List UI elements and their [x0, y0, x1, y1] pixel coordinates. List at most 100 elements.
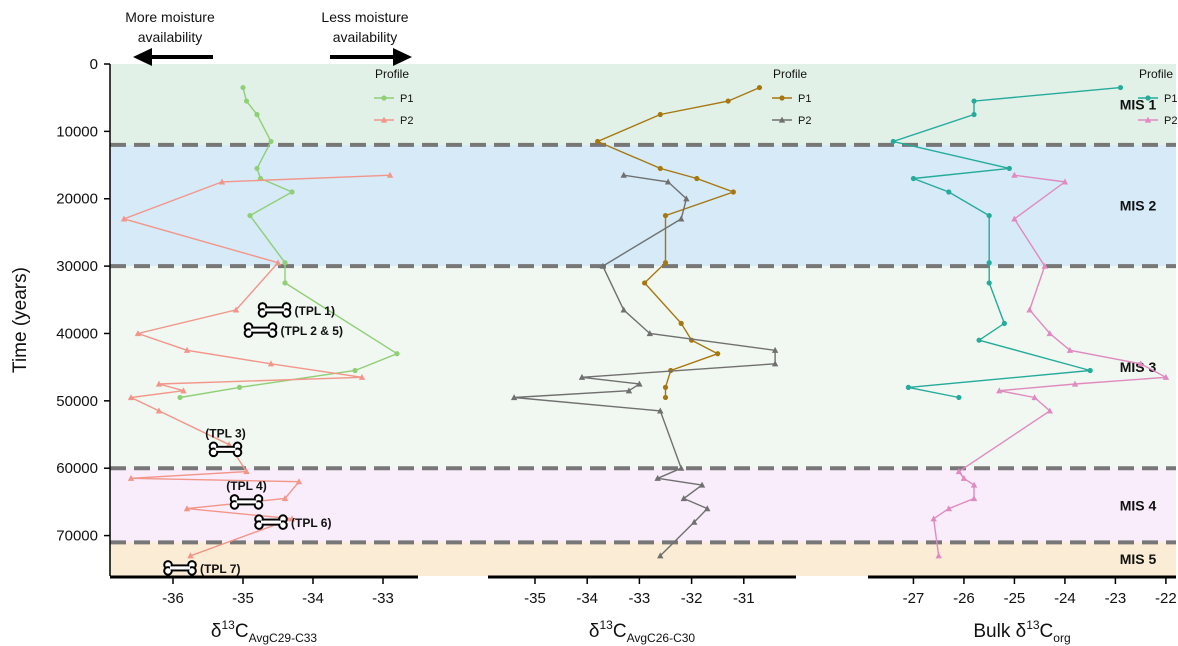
bone-icon — [254, 514, 288, 530]
data-point — [986, 280, 992, 286]
data-point — [386, 171, 394, 178]
mis-band — [110, 542, 1176, 576]
x-tick-label: -22 — [1155, 590, 1177, 607]
data-point — [905, 384, 911, 390]
data-point — [1117, 84, 1124, 91]
data-point — [1011, 171, 1018, 178]
data-point — [960, 474, 968, 481]
data-point — [599, 262, 607, 269]
data-point — [289, 189, 295, 195]
data-point — [704, 505, 711, 512]
data-point — [662, 384, 669, 390]
data-point — [625, 387, 633, 394]
data-point — [578, 373, 586, 380]
axes-layer: 0 10000 20000 30000 40000 50000 60000 70000 Time… — [10, 56, 1177, 645]
series-p2 — [930, 171, 1170, 559]
data-point — [225, 441, 233, 448]
tpl-label: (TPL 2 & 5) — [281, 324, 343, 338]
legend-title: Profile — [375, 67, 409, 81]
data-point — [683, 195, 690, 202]
bone-icon — [257, 302, 292, 318]
data-point — [946, 189, 952, 195]
mis-band — [110, 144, 1176, 267]
legend-label: P1 — [798, 93, 811, 105]
data-point — [282, 280, 288, 286]
x-tick-label: -24 — [1054, 590, 1076, 607]
data-point — [1006, 165, 1012, 172]
legend-swatch-marker — [1144, 116, 1152, 123]
legend-title: Profile — [1139, 67, 1173, 81]
x-tick-label: -26 — [953, 590, 975, 607]
data-point — [970, 481, 978, 488]
data-point — [986, 260, 992, 266]
legends: Profile P1 P2 Profile P1 P2 Profile P1 P2 — [374, 67, 1177, 127]
bone-icon — [229, 494, 264, 510]
data-point — [127, 394, 135, 401]
data-point — [218, 178, 226, 185]
legend: Profile P1 P2 — [374, 67, 413, 127]
data-point — [657, 552, 664, 559]
data-point — [1001, 320, 1007, 326]
mis-band — [110, 64, 1176, 145]
data-point — [510, 394, 518, 401]
data-point — [134, 330, 142, 337]
tpl-label: (TPL 6) — [291, 516, 331, 530]
legend-swatch-marker — [380, 116, 388, 123]
data-point — [642, 280, 648, 286]
y-tick-label: 20000 — [56, 191, 98, 208]
series-line — [595, 86, 760, 398]
data-point — [986, 212, 992, 219]
data-point — [971, 98, 977, 104]
legend-label: P1 — [1164, 93, 1177, 105]
data-point — [662, 394, 669, 401]
data-point — [177, 394, 183, 401]
x-tick-label: -31 — [733, 590, 755, 607]
x-tick-label: -35 — [524, 590, 546, 607]
bone-icon — [163, 560, 197, 576]
data-point — [1137, 360, 1144, 367]
data-point — [1071, 380, 1079, 387]
data-point — [243, 468, 250, 475]
data-point — [155, 407, 163, 414]
data-point — [394, 351, 400, 357]
data-point — [358, 373, 366, 380]
legend-title: Profile — [773, 67, 807, 81]
x-tick-label: -33 — [372, 590, 394, 607]
series-p1 — [890, 84, 1124, 401]
series-line — [179, 87, 399, 399]
data-point — [1026, 306, 1033, 313]
data-point — [662, 212, 669, 219]
data-point — [677, 464, 685, 471]
series-layer — [120, 84, 1170, 559]
data-point — [180, 387, 187, 394]
data-point — [970, 495, 978, 502]
data-point — [930, 515, 937, 522]
x-axis-title: δ13CAvgC26-C30 — [589, 618, 695, 645]
data-point — [730, 189, 736, 195]
more-moisture-label-2: availability — [138, 29, 203, 45]
legend-label: P2 — [798, 115, 811, 127]
data-point — [267, 360, 275, 367]
data-point — [1061, 178, 1069, 185]
x-tick-label: -34 — [576, 590, 598, 607]
x-tick-label: -32 — [681, 590, 703, 607]
bone-icon — [208, 441, 243, 458]
data-point — [1041, 262, 1048, 269]
data-point — [1031, 394, 1038, 401]
legend-swatch-marker — [1145, 95, 1151, 101]
x-axis-title: δ13CAvgC29-C33 — [211, 618, 317, 645]
data-point — [1046, 330, 1053, 337]
data-point — [127, 474, 135, 481]
y-tick-label: 50000 — [56, 393, 98, 410]
legend: Profile P1 P2 — [1138, 67, 1177, 127]
moisture-annotations: More moisture availability Less moisture… — [125, 9, 412, 66]
y-tick-label: 0 — [90, 56, 98, 73]
data-point — [155, 380, 163, 387]
data-point — [183, 505, 191, 512]
tpl-label: (TPL 1) — [295, 304, 335, 318]
data-point — [187, 552, 194, 559]
y-tick-label: 30000 — [56, 258, 98, 275]
data-point — [120, 215, 128, 222]
tpl-label: (TPL 4) — [226, 479, 266, 493]
